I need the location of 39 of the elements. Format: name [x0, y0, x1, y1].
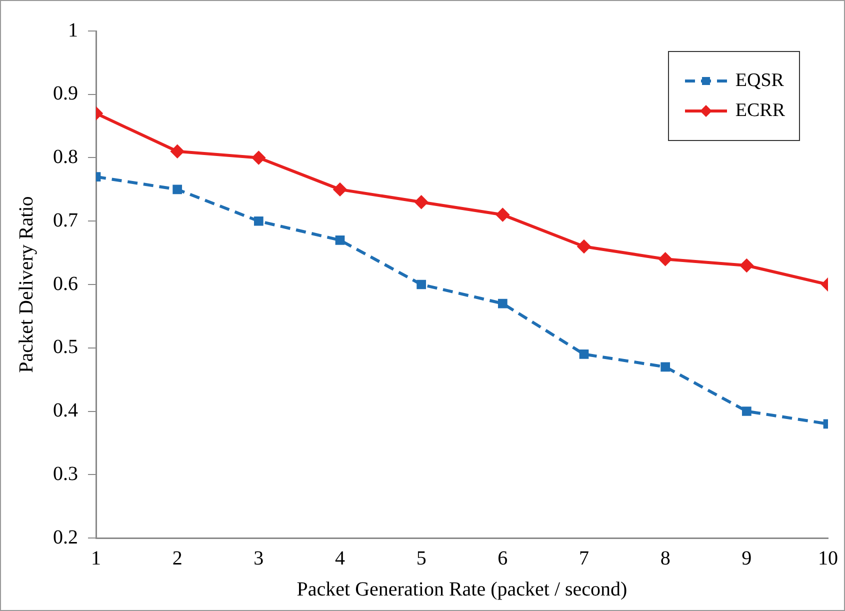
x-tick-label: 10 — [818, 547, 838, 570]
point — [335, 235, 345, 245]
y-tick-label: 0.6 — [53, 272, 78, 295]
point — [254, 216, 264, 226]
x-axis-title: Packet Generation Rate (packet / second) — [296, 578, 628, 600]
point — [660, 362, 670, 372]
legend-label: ECRR — [735, 100, 785, 122]
point — [498, 298, 508, 308]
y-axis-title: Packet Delivery Ratio — [15, 196, 38, 373]
y-tick-label: 1 — [68, 19, 78, 42]
y-tick-label: 0.7 — [53, 209, 78, 232]
point — [172, 184, 182, 194]
y-tick-label: 0.3 — [53, 462, 78, 485]
point — [334, 182, 346, 196]
point — [742, 406, 752, 416]
point — [496, 208, 510, 222]
x-tick-label: 7 — [579, 547, 589, 570]
point — [578, 240, 590, 253]
y-tick-label: 0.4 — [53, 400, 78, 422]
point — [414, 196, 428, 209]
x-tick-label: 4 — [335, 547, 345, 570]
x-tick-label: 2 — [172, 547, 182, 570]
x-tick-label: 3 — [254, 547, 264, 570]
x-tick-label: 8 — [660, 547, 670, 570]
point — [658, 252, 672, 266]
point — [416, 280, 426, 290]
point — [579, 350, 589, 359]
y-tick-label: 0.8 — [53, 146, 78, 168]
y-tick-label: 0.5 — [53, 336, 78, 358]
point — [740, 258, 754, 272]
x-tick-label: 6 — [498, 547, 508, 570]
x-tick-label: 1 — [91, 547, 101, 570]
y-tick-label: 0.2 — [53, 526, 78, 548]
x-tick-label: 9 — [742, 547, 752, 570]
point — [170, 144, 184, 158]
x-tick-label: 5 — [416, 547, 426, 570]
legend-label: EQSR — [735, 70, 784, 92]
y-tick-label: 0.9 — [53, 82, 78, 105]
point — [252, 151, 266, 164]
